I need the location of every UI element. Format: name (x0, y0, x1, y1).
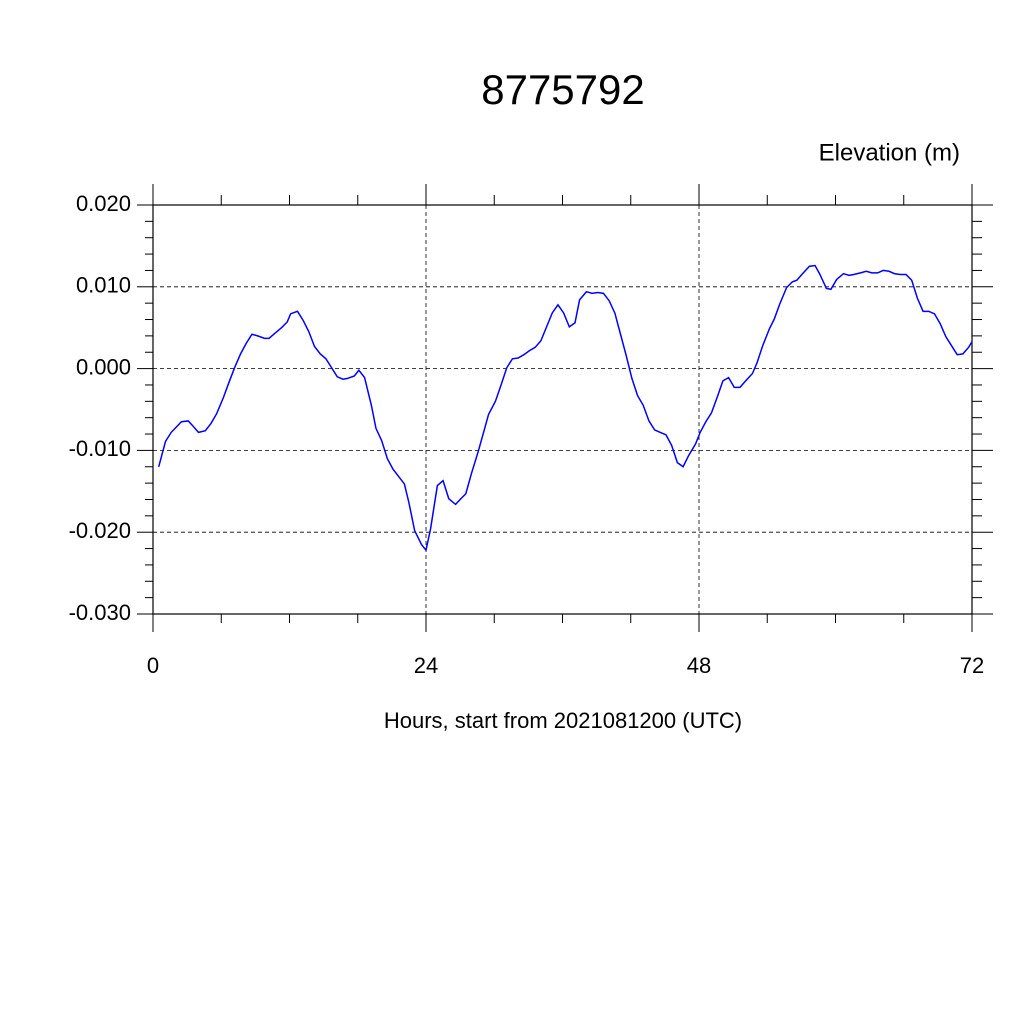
y-tick-label: 0.020 (76, 191, 131, 216)
chart-title: 8775792 (481, 66, 645, 113)
x-tick-label: 72 (960, 653, 984, 678)
x-axis-label: Hours, start from 2021081200 (UTC) (384, 708, 742, 733)
y-tick-label: 0.010 (76, 273, 131, 298)
data-line (157, 264, 973, 552)
plot-frame (152, 204, 973, 615)
y-tick-label: -0.010 (69, 436, 131, 461)
x-tick-label: 48 (687, 653, 711, 678)
y-tick-label: -0.020 (69, 518, 131, 543)
y-tick-label: -0.030 (69, 600, 131, 625)
x-tick-label: 24 (414, 653, 438, 678)
x-tick-label: 0 (147, 653, 159, 678)
y-axis-label: Elevation (m) (819, 139, 960, 166)
y-tick-label: 0.000 (76, 354, 131, 379)
